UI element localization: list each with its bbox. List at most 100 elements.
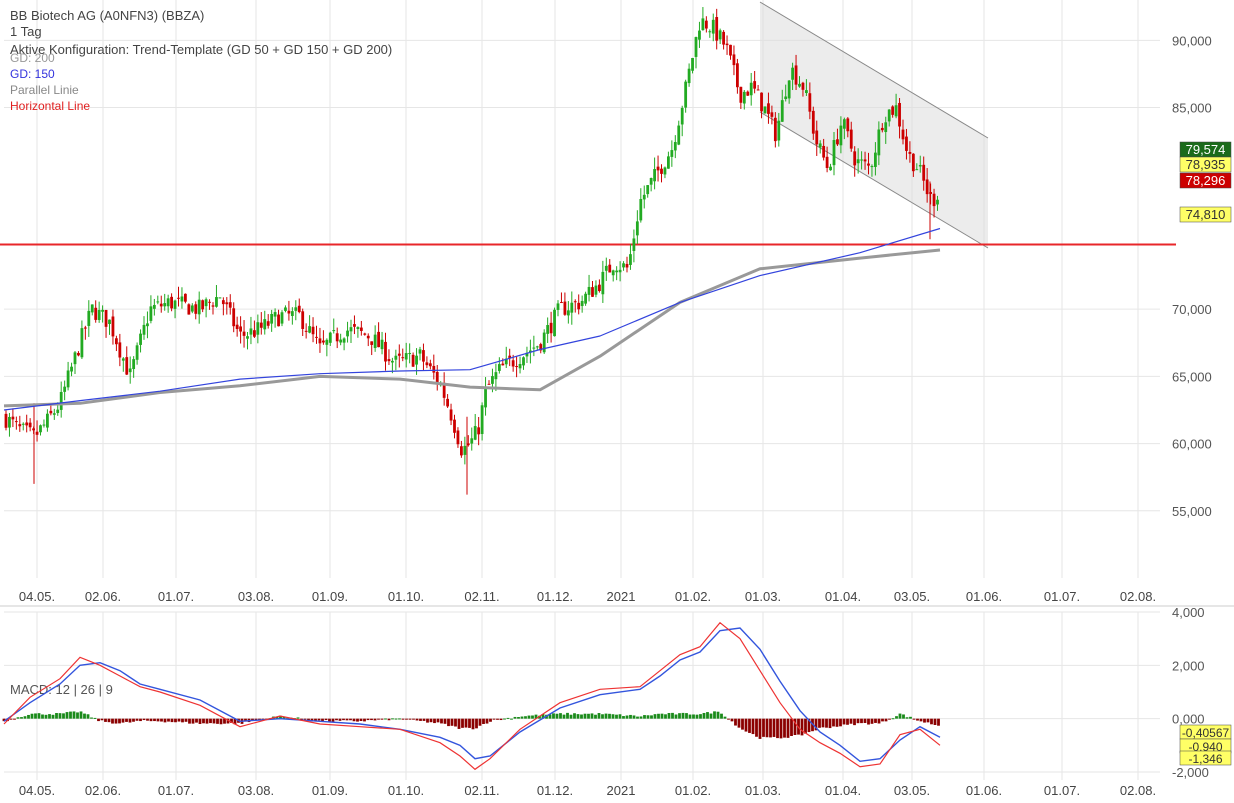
hist-bar-pos <box>503 718 506 720</box>
candle-down <box>242 331 246 336</box>
candle-up <box>70 366 73 372</box>
macd-line <box>3 621 941 771</box>
candle-down <box>722 31 725 45</box>
x-tick-label-macd: 01.03. <box>745 783 781 798</box>
hist-bar-pos <box>720 713 723 719</box>
hist-bar-pos <box>555 713 559 719</box>
x-tick-label: 01.12. <box>537 589 573 604</box>
candle-down <box>901 129 905 140</box>
candle-up <box>629 254 632 265</box>
hist-bar-pos <box>625 715 629 719</box>
candle-down <box>384 341 387 362</box>
candle-down <box>363 333 367 335</box>
hist-bar-neg <box>408 718 412 720</box>
hist-bar-neg <box>737 718 741 728</box>
macd-value-label: -0,40567 <box>1182 726 1230 740</box>
hist-bar-neg <box>485 718 489 724</box>
x-tick-label-macd: 02.08. <box>1120 783 1156 798</box>
candle-up <box>163 303 167 307</box>
candle-down <box>432 365 436 373</box>
hist-bar-pos <box>279 715 282 719</box>
candle-up <box>622 263 625 268</box>
hist-bar-pos <box>688 714 692 719</box>
candle-up <box>101 309 104 312</box>
hist-bar-neg <box>177 718 181 722</box>
x-tick-label-macd: 02.06. <box>85 783 121 798</box>
candles <box>4 7 939 465</box>
hist-bar-pos <box>895 716 898 719</box>
hist-bar-neg <box>377 718 380 720</box>
hist-bar-neg <box>349 718 352 721</box>
hist-bar-pos <box>20 717 23 719</box>
x-tick-label-macd: 01.09. <box>312 783 348 798</box>
candle-up <box>408 353 412 355</box>
candle-down <box>25 422 29 426</box>
hist-bar-neg <box>825 718 828 728</box>
hist-bar-neg <box>321 718 324 722</box>
hist-bar-pos <box>16 717 20 719</box>
candle-up <box>73 352 77 365</box>
legend-gd200: GD: 200 <box>10 51 55 65</box>
hist-bar-pos <box>534 714 538 719</box>
candle-down <box>849 129 853 149</box>
hist-bar-pos <box>58 713 62 719</box>
candle-down <box>401 357 405 359</box>
candle-up <box>780 100 784 122</box>
candle-down <box>573 301 577 303</box>
candle-up <box>270 313 274 324</box>
candle-up <box>798 83 801 87</box>
price-label: 78,296 <box>1186 173 1226 188</box>
x-tick-label: 04.05. <box>19 589 55 604</box>
hist-bar-neg <box>482 718 485 724</box>
candle-up <box>146 323 149 327</box>
hist-bar-neg <box>853 718 856 726</box>
hist-bar-neg <box>331 718 335 722</box>
candle-up <box>787 80 791 99</box>
x-tick-label-macd: 01.02. <box>675 783 711 798</box>
candle-up <box>380 339 384 350</box>
hist-bar-neg <box>937 718 940 726</box>
candle-up <box>328 332 332 343</box>
candle-down <box>170 296 173 309</box>
hist-bar-neg <box>440 718 443 724</box>
hist-bar-neg <box>877 718 881 724</box>
hist-bar-pos <box>604 713 608 719</box>
hist-bar-pos <box>506 717 510 719</box>
hist-bar-neg <box>461 718 464 728</box>
candle-up <box>80 328 84 358</box>
candle-down <box>891 106 895 115</box>
hist-bar-neg <box>209 718 212 724</box>
hist-bar-pos <box>674 714 678 719</box>
candle-down <box>625 263 629 268</box>
candle-down <box>4 413 8 428</box>
hist-bar-neg <box>233 718 237 725</box>
hist-bar-neg <box>741 718 744 730</box>
candle-down <box>311 326 315 335</box>
candle-up <box>494 372 498 380</box>
candle-up <box>246 336 249 339</box>
candle-up <box>518 363 522 369</box>
hist-bar-pos <box>583 713 587 719</box>
candle-up <box>556 303 560 310</box>
hist-bar-neg <box>499 718 503 721</box>
hist-bar-neg <box>471 718 475 730</box>
candle-up <box>87 310 91 326</box>
hist-bar-pos <box>527 715 531 719</box>
hist-bar-pos <box>398 718 401 720</box>
candle-down <box>794 65 798 85</box>
hist-bar-neg <box>139 718 142 722</box>
hist-bar-pos <box>660 713 664 719</box>
hist-bar-neg <box>821 718 825 728</box>
macd-value-label: -1,346 <box>1188 752 1222 766</box>
candle-up <box>97 309 101 320</box>
candle-up <box>52 413 56 415</box>
candle-up <box>698 30 701 40</box>
x-tick-label-macd: 03.08. <box>238 783 274 798</box>
candle-down <box>715 17 719 41</box>
candle-down <box>435 371 439 383</box>
hist-bar-neg <box>846 718 849 725</box>
hist-bar-neg <box>328 718 331 722</box>
hist-bar-neg <box>468 718 471 728</box>
